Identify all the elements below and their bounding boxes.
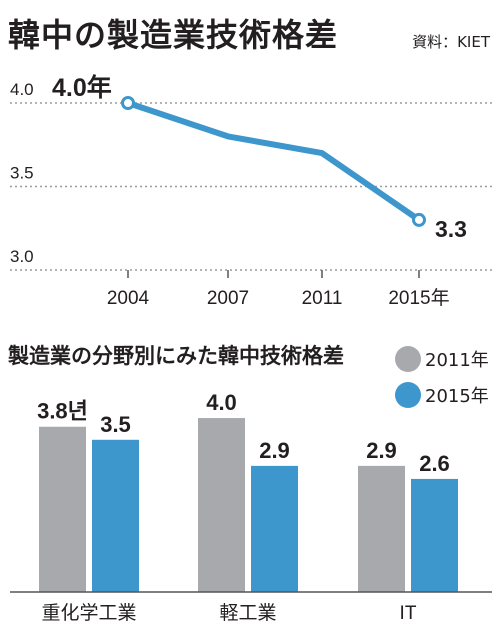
bar-value-label: 4.0 [206,390,237,415]
y-tick-label: 3.0 [10,247,34,266]
y-tick-label: 4.0 [10,80,34,99]
bar-value-label: 2.9 [259,438,290,463]
bar-2015 [251,465,298,592]
data-label: 3.3 [435,216,467,242]
bar-value-label: 2.9 [366,438,397,463]
bar-2011 [198,418,245,592]
category-label: 軽工業 [219,602,276,624]
bar-value-label: 3.5 [100,412,131,437]
bar-2015 [411,478,458,592]
legend: 2011年 2015年 [395,343,489,415]
legend-swatch-2011 [395,346,421,372]
data-point [121,96,135,110]
legend-item-2015: 2015年 [395,379,489,411]
line-chart: 4.0 3.5 3.0 2004 2007 2011 2015年 4.0年 3.3 [10,73,492,309]
bar-2011 [358,465,405,592]
bar-value-label: 3.8년 [37,399,88,424]
category-label: 重化学工業 [41,602,136,624]
bar-value-label: 2.6 [419,451,450,476]
category-label: IT [400,603,417,624]
y-tick-label: 3.5 [10,164,34,183]
bar-2015 [92,439,139,592]
legend-label-2015: 2015年 [425,386,489,407]
x-tick-label: 2011 [302,288,343,309]
x-tick-label: 2004 [107,288,150,309]
source-note: 資料：KIET [412,33,490,51]
bar-2011 [39,426,86,592]
bar-chart-title: 製造業の分野別にみた韓中技術格差 [8,344,344,368]
legend-swatch-2015 [395,382,421,408]
x-tick-label: 2015年 [388,287,449,309]
bar-chart: 3.8년 3.5 重化学工業 4.0 2.9 軽工業 2.9 2.6 IT [10,390,492,624]
data-label: 4.0年 [52,73,112,102]
series-line [125,100,422,223]
x-tick-label: 2007 [207,288,249,309]
legend-label-2011: 2011年 [425,350,489,371]
data-point [412,212,426,227]
chart-title: 韓中の製造業技術格差 [8,16,339,54]
legend-item-2011: 2011年 [395,343,489,375]
